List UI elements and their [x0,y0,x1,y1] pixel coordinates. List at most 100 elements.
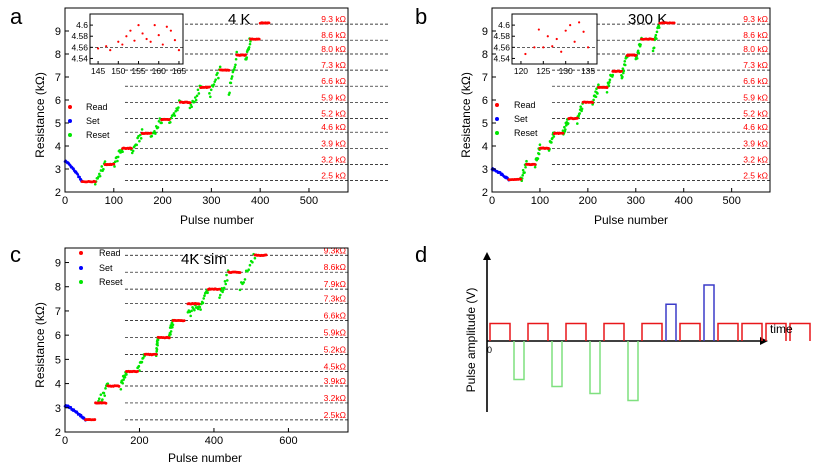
reset-point [219,293,222,297]
pulse-diagram [483,252,811,412]
level-label: 3.9 kΩ [321,138,346,148]
level-label: 7.3kΩ [324,294,346,304]
reset-point [230,75,234,78]
y-tick-label: 5 [55,354,61,366]
inset-read-point [149,40,152,43]
read-point [197,302,201,306]
read-point [218,287,221,291]
reset-point [594,95,598,99]
reset-point [169,120,172,124]
legend-label-reset-b: Reset [514,128,538,138]
reset-point [199,308,202,311]
level-label: 6.6kΩ [324,311,346,321]
y-tick-label: 8 [482,49,488,61]
x-axis-title-b: Pulse number [594,213,668,227]
x-tick-label: 400 [251,195,269,207]
inset-read-point [161,43,164,46]
y-tick-label: 3 [55,403,61,415]
legend-marker-set-b [495,117,499,121]
reset-point [243,278,247,281]
set-point [78,175,81,179]
y-tick-label: 9 [55,26,61,38]
reset-point [652,46,656,50]
read-point [188,101,192,104]
y-axis-title-c: Resistance (kΩ) [33,302,47,388]
reset-point [655,30,659,34]
reset-point [130,151,134,155]
y-tick-label: 7 [482,72,488,84]
level-label: 8.6 kΩ [321,30,346,40]
inset-a: 145 150 155 160 165 4.544.564.584.6 [71,13,186,76]
read-pulse [765,322,787,341]
reset-point [209,88,213,92]
legend-label-read-a: Read [86,102,108,112]
reset-point [173,114,177,117]
reset-point [536,157,540,160]
panel-letter-b: b [415,4,427,29]
legend-label-set-b: Set [514,114,528,124]
x-tick-label: 0 [62,195,68,207]
read-point [117,384,121,388]
reset-point [202,297,206,300]
inset-y-tick-label: 4.56 [71,42,88,52]
reset-point [106,382,110,385]
y-tick-label: 7 [55,306,61,318]
y-tick-label: 5 [55,118,61,130]
inset-x-tick-label: 150 [111,66,125,76]
reset-point [193,96,197,99]
x-tick-label: 500 [722,195,740,207]
reset-point [121,381,125,385]
y-tick-label: 4 [482,141,488,153]
reset-point [580,107,584,111]
reset-point [160,121,163,125]
inset-read-point [586,46,590,49]
reset-point [102,167,105,171]
inset-read-point [537,28,540,31]
x-tick-label: 300 [202,195,220,207]
reset-point [153,130,156,133]
reset-point [247,45,251,49]
level-label: 3.2 kΩ [321,154,346,164]
reset-point [198,305,202,309]
reset-point [221,290,224,294]
inset-read-point [169,29,172,32]
reset-point [195,94,199,98]
reset-point [99,393,103,396]
reset-point [229,81,233,85]
legend-marker-read-c [79,251,83,255]
level-label: 9.3 kΩ [321,14,346,24]
reset-point [592,98,595,102]
x-axis-title-c: Pulse number [168,451,242,465]
reset-point [218,65,222,69]
reset-point [155,348,159,351]
legend-label-set-c: Set [99,263,113,273]
reset-point [637,51,640,55]
reset-point [93,182,97,186]
set-point [76,173,80,176]
read-point [168,118,171,121]
pulse-y-arrowhead [483,252,491,260]
legend-label-read-c: Read [99,248,121,258]
reset-point [232,68,236,71]
reset-point [249,40,252,43]
y-tick-label: 8 [55,282,61,294]
reset-point [156,341,159,345]
temperature-label-b: 300 K [628,11,667,28]
read-point [547,147,550,150]
reset-point [177,106,180,109]
inset-read-point [542,46,545,49]
reset-point [154,132,157,135]
reset-point [171,325,174,329]
reset-point [235,50,239,54]
reset-point [122,378,125,381]
read-pulse [789,322,811,341]
read-point [533,163,537,166]
legend-a: Read Set Reset [68,102,110,140]
read-point [672,21,676,25]
reset-point [222,286,226,290]
inset-x-tick-label: 165 [172,66,186,76]
y-tick-label: 6 [55,95,61,107]
x-tick-label: 600 [279,435,297,447]
y-tick-label: 2 [55,187,61,199]
read-point [267,21,271,25]
